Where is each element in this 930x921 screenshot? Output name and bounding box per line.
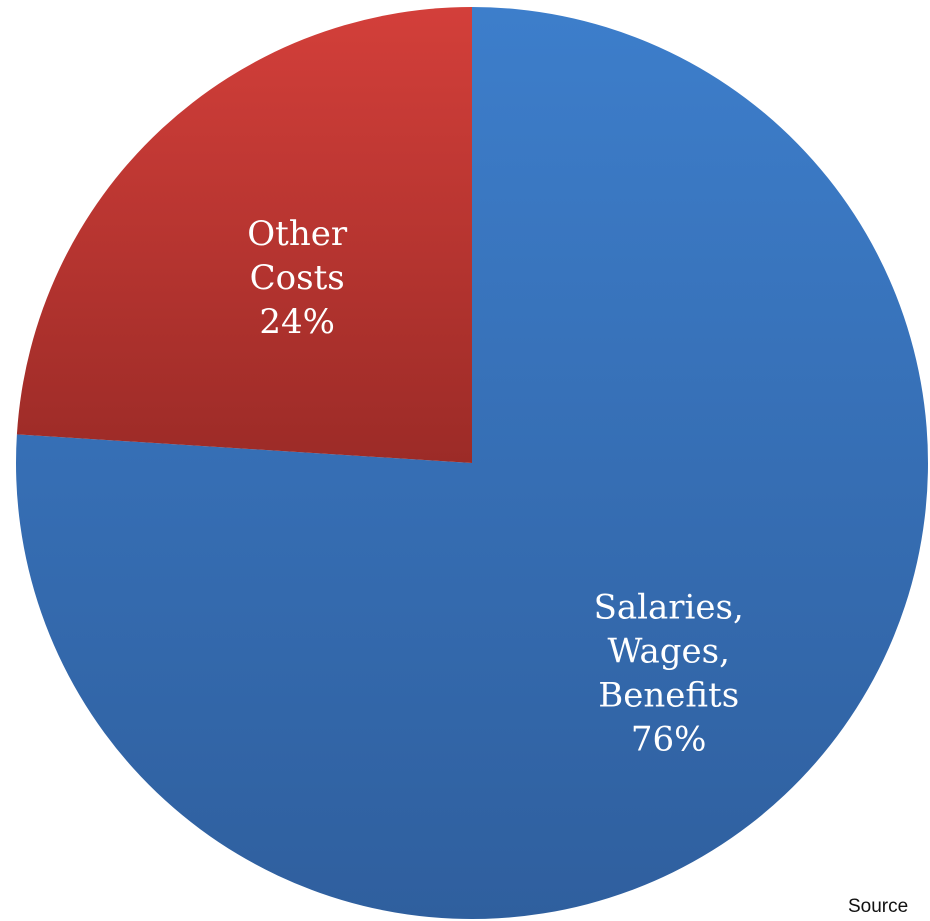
pie-slice-0 (16, 6, 929, 920)
pie-slice-label-1: Other Costs 24% (247, 214, 348, 342)
pie-slice-label-line: 76% (631, 719, 707, 759)
pie-labels: Salaries, Wages, Benefits 76% Other Costs 24% (247, 214, 744, 760)
pie-slice-label-line: 24% (259, 302, 335, 342)
pie-slice-1 (16, 7, 473, 463)
pie-slice-label-line: Benefits (598, 675, 739, 715)
pie-slice-label-line: Salaries, (594, 587, 744, 627)
pie-slice-label-line: Wages, (607, 631, 729, 671)
source-note: Source (848, 896, 909, 917)
pie-slice-label-0: Salaries, Wages, Benefits 76% (594, 587, 744, 759)
pie-slices (16, 6, 929, 920)
pie-slice-label-line: Costs (250, 258, 345, 298)
pie-slice-label-line: Other (247, 214, 348, 254)
